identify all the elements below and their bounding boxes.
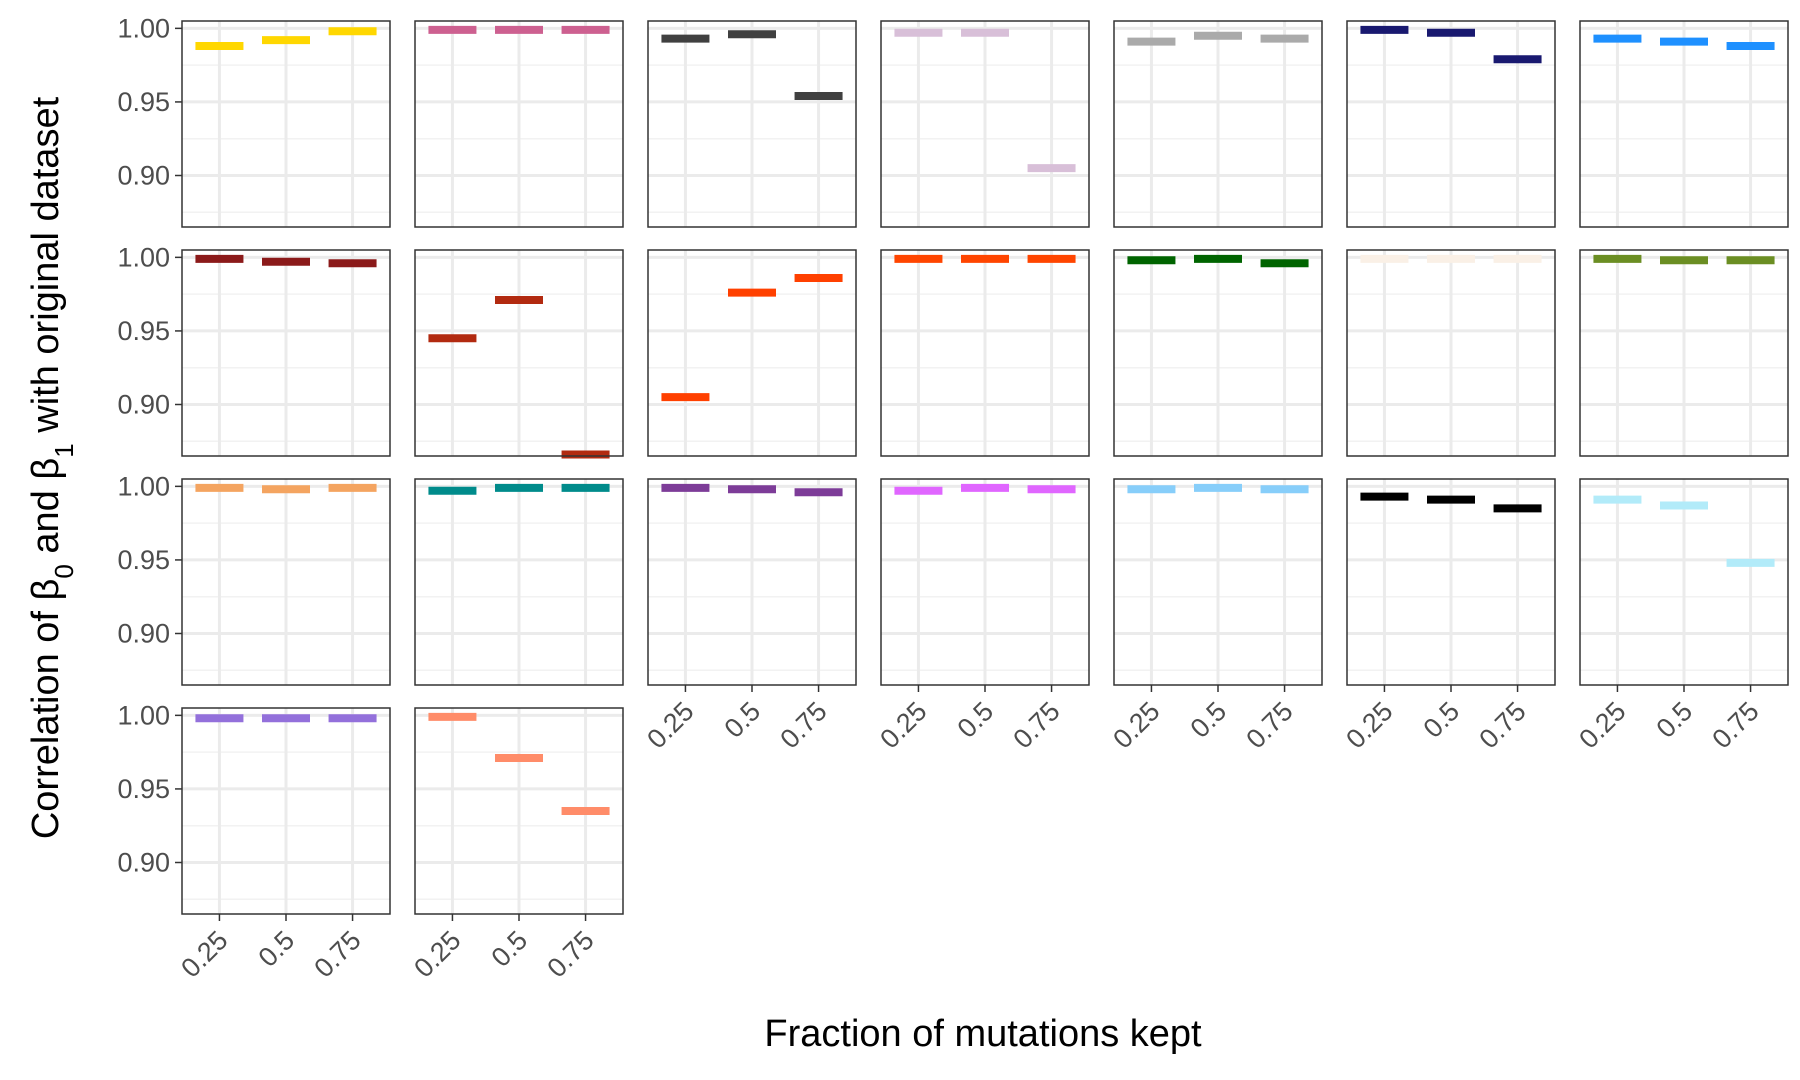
x-tick-label: 0.5 xyxy=(485,925,533,973)
y-axis-title-beta1: β xyxy=(25,458,67,480)
x-tick-label: 0.5 xyxy=(1417,696,1465,744)
panel-3 xyxy=(647,20,857,228)
panel-border xyxy=(414,20,624,228)
x-tick-label: 0.25 xyxy=(874,696,932,754)
panel-6 xyxy=(1346,20,1556,228)
x-tick-label: 0.25 xyxy=(408,925,466,983)
x-tick-label: 0.25 xyxy=(1107,696,1165,754)
panel-11 xyxy=(880,249,1090,457)
y-tick-label: 0.95 xyxy=(117,545,170,575)
y-tick-label: 0.95 xyxy=(117,774,170,804)
y-axis-title-prefix: Correlation of xyxy=(25,600,67,839)
y-axis-title-mid: and xyxy=(25,480,67,565)
y-tick-label: 0.95 xyxy=(117,316,170,346)
x-tick-label: 0.75 xyxy=(1007,696,1065,754)
panel-border xyxy=(1346,20,1556,228)
y-axis-title-sub1: 1 xyxy=(49,443,79,457)
y-tick-label: 0.90 xyxy=(117,848,170,878)
x-tick-label: 0.5 xyxy=(1650,696,1698,744)
panel-21 xyxy=(1579,478,1789,686)
panel-20 xyxy=(1346,478,1556,686)
panel-border xyxy=(1579,20,1789,228)
x-tick-label: 0.75 xyxy=(1706,696,1764,754)
panel-border xyxy=(181,249,391,457)
y-tick-label: 1.00 xyxy=(117,471,170,501)
x-tick-label: 0.75 xyxy=(541,925,599,983)
panels-layer xyxy=(181,20,1789,915)
y-tick-label: 0.90 xyxy=(117,161,170,191)
x-tick-label: 0.25 xyxy=(1340,696,1398,754)
panel-border xyxy=(1346,249,1556,457)
panel-15 xyxy=(181,478,391,686)
panel-17 xyxy=(647,478,857,686)
y-axis-title-suffix: with original dataset xyxy=(25,96,67,443)
panel-border xyxy=(1113,20,1323,228)
y-axis-title-beta0: β xyxy=(25,579,67,601)
panel-border xyxy=(181,478,391,686)
panel-16 xyxy=(414,478,624,686)
x-tick-label: 0.25 xyxy=(641,696,699,754)
panel-border xyxy=(1579,249,1789,457)
panel-13 xyxy=(1346,249,1556,457)
panel-1 xyxy=(181,20,391,228)
panel-18 xyxy=(880,478,1090,686)
panel-5 xyxy=(1113,20,1323,228)
panel-12 xyxy=(1113,249,1323,457)
x-tick-label: 0.75 xyxy=(1473,696,1531,754)
y-tick-label: 0.95 xyxy=(117,87,170,117)
x-tick-label: 0.25 xyxy=(175,925,233,983)
y-tick-label: 1.00 xyxy=(117,13,170,43)
y-axis-title-sub0: 0 xyxy=(49,564,79,578)
y-axis-title: Correlation of β0 and β1 with original d… xyxy=(25,96,79,839)
panel-4 xyxy=(880,20,1090,228)
y-tick-label: 1.00 xyxy=(117,242,170,272)
panel-9 xyxy=(414,249,624,459)
panel-border xyxy=(880,249,1090,457)
panel-10 xyxy=(647,249,857,457)
panel-border xyxy=(647,20,857,228)
panel-7 xyxy=(1579,20,1789,228)
panel-border xyxy=(647,249,857,457)
x-axis-title: Fraction of mutations kept xyxy=(764,1013,1202,1055)
x-tick-label: 0.75 xyxy=(308,925,366,983)
panel-border xyxy=(181,20,391,228)
x-tick-label: 0.75 xyxy=(774,696,832,754)
panel-19 xyxy=(1113,478,1323,686)
panel-23 xyxy=(414,707,624,915)
x-tick-label: 0.5 xyxy=(252,925,300,973)
panel-8 xyxy=(181,249,391,457)
panel-border xyxy=(414,249,624,457)
y-tick-label: 0.90 xyxy=(117,619,170,649)
panel-border xyxy=(1113,249,1323,457)
x-tick-label: 0.5 xyxy=(1184,696,1232,744)
y-tick-label: 0.90 xyxy=(117,390,170,420)
x-tick-label: 0.5 xyxy=(718,696,766,744)
x-tick-label: 0.25 xyxy=(1573,696,1631,754)
panel-border xyxy=(414,478,624,686)
x-tick-label: 0.75 xyxy=(1240,696,1298,754)
panel-2 xyxy=(414,20,624,228)
x-tick-label: 0.5 xyxy=(951,696,999,744)
panel-border xyxy=(880,20,1090,228)
y-tick-label: 1.00 xyxy=(117,700,170,730)
panel-22 xyxy=(181,707,391,915)
panel-14 xyxy=(1579,249,1789,457)
